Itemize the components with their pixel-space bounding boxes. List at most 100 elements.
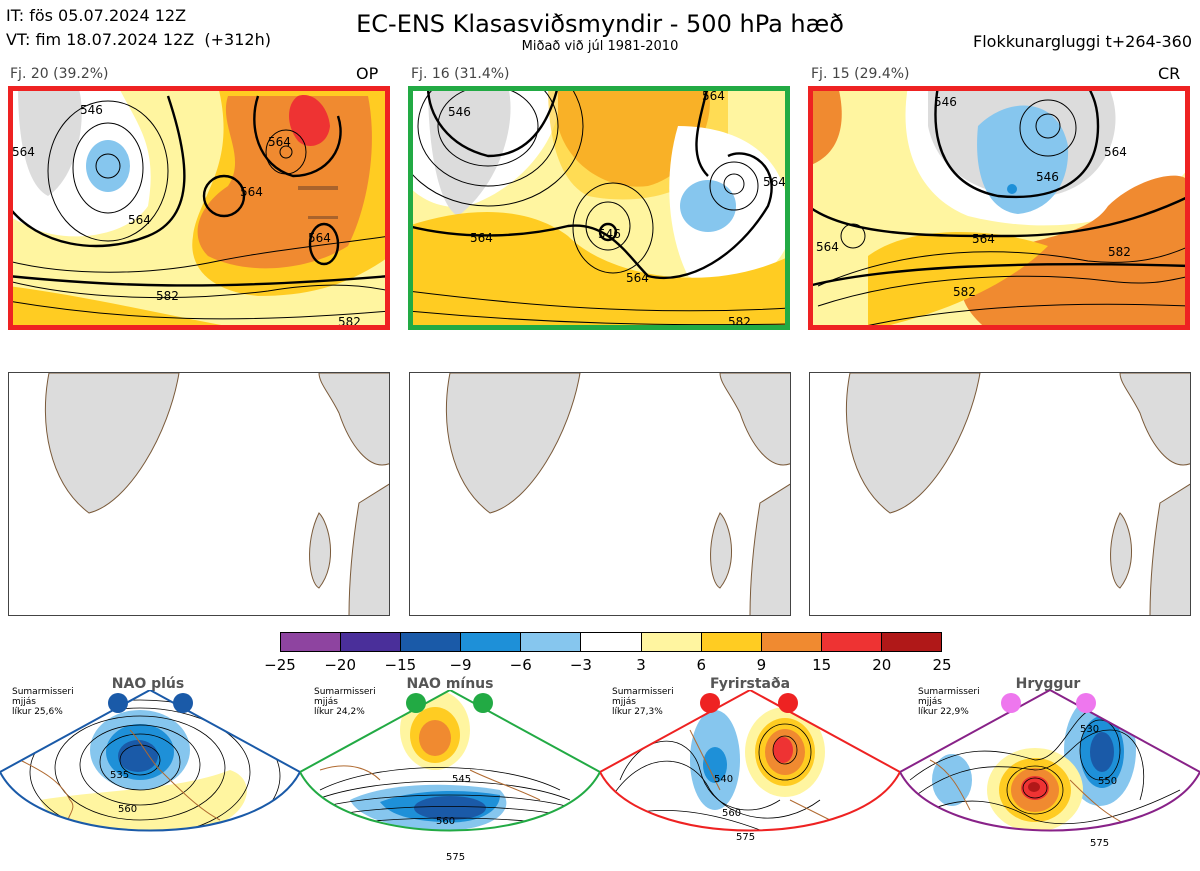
- period-label: mjjás: [12, 697, 36, 707]
- colorbar: [280, 632, 942, 652]
- contour-label: 582: [953, 285, 976, 299]
- contour-label: 564: [470, 231, 493, 245]
- contour-label: 535: [110, 770, 129, 781]
- cluster-3-map: 546 546 564 564 582 582 564: [808, 86, 1190, 330]
- contour-label: 564: [626, 271, 649, 285]
- contour-label: 546: [80, 103, 103, 117]
- season-label: Sumarmisseri: [612, 687, 674, 697]
- contour-label: 564: [1104, 145, 1127, 159]
- regime-3-info: Sumarmisseri mjjás líkur 27,3%: [612, 687, 692, 717]
- cluster-2-label: Fj. 16 (31.4%): [411, 66, 510, 82]
- colorbar-tick-label: −9: [449, 656, 472, 674]
- empty-map-1: [8, 372, 390, 616]
- season-label: Sumarmisseri: [918, 687, 980, 697]
- contour-label: 564: [972, 232, 995, 246]
- contour-label: 546: [934, 95, 957, 109]
- regime-dot: [473, 693, 493, 713]
- contour-label: 575: [736, 832, 755, 843]
- contour-label: 540: [714, 774, 733, 785]
- colorbar-tick-label: 15: [812, 656, 832, 674]
- contour-label: 582: [728, 315, 751, 329]
- contour-label: 582: [1108, 245, 1131, 259]
- contour-label: 564: [240, 185, 263, 199]
- colorbar-tick-label: 6: [696, 656, 707, 674]
- init-time: IT: fös 05.07.2024 12Z: [6, 6, 187, 25]
- contour-label: 564: [702, 89, 725, 103]
- page-subtitle: Miðað við júl 1981-2010: [521, 39, 679, 54]
- colorbar-swatch: [881, 633, 942, 651]
- cluster-3-label: Fj. 15 (29.4%): [811, 66, 910, 82]
- cluster-1-map: 546 564 564 564 564 582 582 564: [8, 86, 390, 330]
- regime-4-name: Hryggur: [1015, 676, 1081, 692]
- cluster-1-label: Fj. 20 (39.2%): [10, 66, 109, 82]
- contour-label: 545: [452, 774, 471, 785]
- regime-3-name: Fyrirstaða: [709, 676, 791, 692]
- cluster-1-tag: OP: [356, 64, 379, 83]
- period-label: mjjás: [918, 697, 942, 707]
- contour-label: 564: [128, 213, 151, 227]
- regime-4-map: 530 550 575: [900, 690, 1200, 849]
- contour-label: 564: [268, 135, 291, 149]
- colorbar-swatch: [761, 633, 822, 651]
- regime-4-info: Sumarmisseri mjjás líkur 22,9%: [918, 687, 998, 717]
- contour-label: 582: [156, 289, 179, 303]
- valid-time: VT: fim 18.07.2024 12Z (+312h): [6, 30, 271, 49]
- contour-label: 550: [1098, 776, 1117, 787]
- regime-dot: [700, 693, 720, 713]
- contour-label: 575: [446, 852, 465, 863]
- colorbar-swatch: [821, 633, 882, 651]
- regime-dot: [1001, 693, 1021, 713]
- period-label: mjjás: [314, 697, 338, 707]
- colorbar-swatch: [641, 633, 702, 651]
- colorbar-tick-label: 25: [932, 656, 952, 674]
- regime-2-name: NAO mínus: [406, 676, 494, 692]
- regime-dot: [1076, 693, 1096, 713]
- colorbar-swatch: [521, 633, 582, 651]
- empty-map-2: [409, 372, 791, 616]
- colorbar-tick-label: 20: [872, 656, 892, 674]
- colorbar-tick-label: −20: [324, 656, 356, 674]
- colorbar-tick-label: −3: [569, 656, 592, 674]
- regime-dot: [173, 693, 193, 713]
- period-label: mjjás: [612, 697, 636, 707]
- contour-label: 582: [338, 315, 361, 329]
- colorbar-tick-label: −6: [509, 656, 532, 674]
- regime-dot: [406, 693, 426, 713]
- regime-dot: [778, 693, 798, 713]
- regime-2-info: Sumarmisseri mjjás líkur 24,2%: [314, 687, 394, 717]
- page-title: EC-ENS Klasasviðsmyndir - 500 hPa hæð: [356, 10, 844, 38]
- colorbar-swatch: [281, 633, 342, 651]
- regime-1-map: 535 560: [0, 690, 300, 832]
- contour-label: 564: [763, 175, 786, 189]
- regime-dot: [108, 693, 128, 713]
- contour-label: 575: [1090, 838, 1109, 849]
- colorbar-swatch: [401, 633, 462, 651]
- classification-window: Flokkunargluggi t+264-360: [973, 32, 1192, 51]
- contour-label: 564: [816, 240, 839, 254]
- cluster-3-tag: CR: [1158, 64, 1181, 83]
- contour-label: 546: [448, 105, 471, 119]
- contour-label: 530: [1080, 724, 1099, 735]
- contour-label: 546: [598, 227, 621, 241]
- likelihood-label: líkur 24,2%: [314, 707, 365, 717]
- contour-label: 560: [118, 804, 137, 815]
- empty-map-3: [809, 372, 1191, 616]
- contour-label: 564: [308, 231, 331, 245]
- colorbar-tick-label: 9: [756, 656, 767, 674]
- contour-label: 564: [12, 145, 35, 159]
- likelihood-label: líkur 25,6%: [12, 707, 63, 717]
- colorbar-tick-label: −15: [384, 656, 417, 674]
- likelihood-label: líkur 27,3%: [612, 707, 663, 717]
- season-label: Sumarmisseri: [12, 687, 74, 697]
- regime-1-name: NAO plús: [111, 676, 185, 692]
- regime-1-info: Sumarmisseri mjjás líkur 25,6%: [12, 687, 92, 717]
- colorbar-swatch: [701, 633, 762, 651]
- cluster-2-map: 564 564 564 546 564 546 582: [408, 86, 790, 330]
- contour-label: 546: [1036, 170, 1059, 184]
- regime-2-map: 545 560 575: [300, 690, 600, 863]
- regime-3-map: 540 560 575: [600, 690, 900, 843]
- colorbar-swatch: [461, 633, 522, 651]
- contour-label: 560: [722, 808, 741, 819]
- colorbar-tick-label: 3: [636, 656, 646, 674]
- likelihood-label: líkur 22,9%: [918, 707, 969, 717]
